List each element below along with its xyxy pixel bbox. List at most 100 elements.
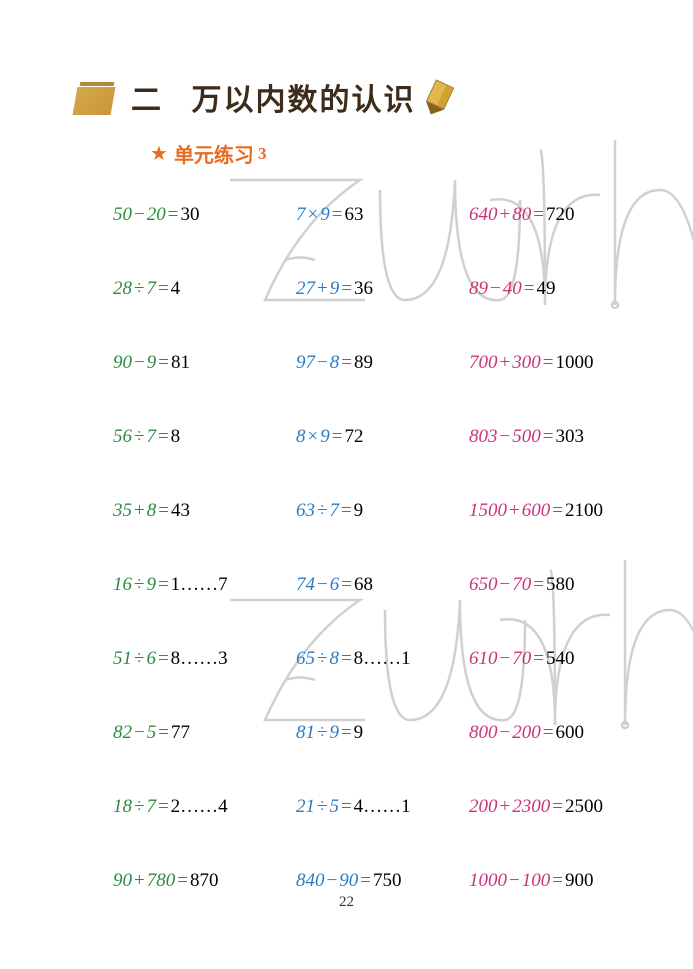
problem-answer: 750 [373,870,402,892]
problem-answer: 72 [344,426,363,448]
problem-cell: 90−9=81 [113,352,288,374]
problem-expression: 65÷8= [296,648,354,670]
problem-expression: 16÷9= [113,574,171,596]
problem-expression: 21÷5= [296,796,354,818]
page-content: 二 万以内数的认识 ★ 单元练习 3 50−20=30 7×9=63 640+80=… [0,0,693,922]
problem-cell: 27+9=36 [296,278,461,300]
problem-answer: 49 [536,278,555,300]
problem-cell: 97−8=89 [296,352,461,374]
problem-expression: 74−6= [296,574,354,596]
problem-cell: 28÷7=4 [113,278,288,300]
problem-expression: 1500+600= [469,500,565,522]
problem-answer: 1000 [555,352,593,374]
chapter-number: 二 [131,84,163,117]
problem-cell: 63÷7=9 [296,500,461,522]
problem-cell: 74−6=68 [296,574,461,596]
problem-answer: 8……3 [171,648,228,670]
problem-answer: 9 [354,722,364,744]
problem-answer: 43 [171,500,190,522]
problem-cell: 803−500=303 [469,426,633,448]
problem-answer: 68 [354,574,373,596]
problem-cell: 18÷7=2……4 [113,796,288,818]
problem-cell: 90+780=870 [113,870,288,892]
problem-answer: 900 [565,870,594,892]
book-icon [73,87,116,115]
problem-expression: 90−9= [113,352,171,374]
problem-answer: 9 [354,500,364,522]
chapter-header: 二 万以内数的认识 [75,75,633,119]
problem-expression: 97−8= [296,352,354,374]
problem-cell: 610−70=540 [469,648,633,670]
problem-expression: 27+9= [296,278,354,300]
problem-expression: 51÷6= [113,648,171,670]
problem-answer: 580 [546,574,575,596]
problem-expression: 50−20= [113,204,180,226]
problem-answer: 4 [171,278,181,300]
problems-grid: 50−20=30 7×9=63 640+80=720 28÷7=4 27+9=36 89−… [75,196,633,892]
problem-cell: 51÷6=8……3 [113,648,288,670]
problem-expression: 89−40= [469,278,536,300]
section-number: 3 [258,144,267,164]
problem-cell: 65÷8=8……1 [296,648,461,670]
problem-answer: 2100 [565,500,603,522]
problem-cell: 650−70=580 [469,574,633,596]
problem-cell: 8×9=72 [296,426,461,448]
problem-expression: 56÷7= [113,426,171,448]
problem-expression: 8×9= [296,426,344,448]
problem-expression: 700+300= [469,352,555,374]
problem-answer: 8……1 [354,648,411,670]
problem-cell: 700+300=1000 [469,352,633,374]
problem-answer: 540 [546,648,575,670]
problem-expression: 1000−100= [469,870,565,892]
problem-answer: 63 [344,204,363,226]
problem-cell: 7×9=63 [296,204,461,226]
problem-cell: 1000−100=900 [469,870,633,892]
section-title: 单元练习 [174,139,254,168]
problem-answer: 303 [555,426,584,448]
problem-answer: 1……7 [171,574,228,596]
chapter-title: 二 万以内数的认识 [131,75,416,119]
problem-expression: 63÷7= [296,500,354,522]
problem-expression: 800−200= [469,722,555,744]
chapter-title-text: 万以内数的认识 [192,84,416,117]
problem-expression: 650−70= [469,574,546,596]
problem-expression: 200+2300= [469,796,565,818]
section-header: ★ 单元练习 3 [150,139,633,168]
problem-cell: 82−5=77 [113,722,288,744]
problem-expression: 840−90= [296,870,373,892]
problem-answer: 8 [171,426,181,448]
problem-expression: 90+780= [113,870,190,892]
problem-expression: 28÷7= [113,278,171,300]
problem-answer: 600 [555,722,584,744]
problem-cell: 16÷9=1……7 [113,574,288,596]
problem-answer: 870 [190,870,219,892]
problem-answer: 2……4 [171,796,228,818]
problem-expression: 35+8= [113,500,171,522]
problem-answer: 36 [354,278,373,300]
problem-answer: 720 [546,204,575,226]
problem-cell: 640+80=720 [469,204,633,226]
problem-cell: 35+8=43 [113,500,288,522]
problem-cell: 89−40=49 [469,278,633,300]
problem-expression: 18÷7= [113,796,171,818]
problem-answer: 77 [171,722,190,744]
problem-cell: 50−20=30 [113,204,288,226]
problem-cell: 800−200=600 [469,722,633,744]
problem-expression: 610−70= [469,648,546,670]
problem-answer: 81 [171,352,190,374]
problem-answer: 4……1 [354,796,411,818]
problem-answer: 30 [180,204,199,226]
problem-answer: 89 [354,352,373,374]
problem-cell: 81÷9=9 [296,722,461,744]
problem-expression: 82−5= [113,722,171,744]
problem-expression: 81÷9= [296,722,354,744]
pencil-icon [421,79,453,118]
problem-cell: 840−90=750 [296,870,461,892]
star-icon: ★ [150,141,168,166]
problem-cell: 21÷5=4……1 [296,796,461,818]
problem-expression: 7×9= [296,204,344,226]
problem-cell: 56÷7=8 [113,426,288,448]
problem-cell: 1500+600=2100 [469,500,633,522]
problem-expression: 640+80= [469,204,546,226]
problem-expression: 803−500= [469,426,555,448]
